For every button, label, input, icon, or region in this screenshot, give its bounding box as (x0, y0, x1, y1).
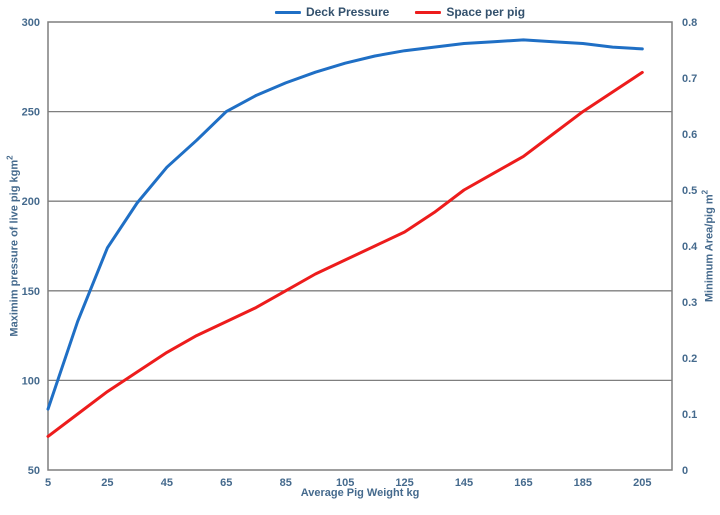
x-tick-label: 105 (336, 477, 354, 489)
x-tick-label: 125 (395, 477, 413, 489)
y-left-tick-label: 300 (22, 17, 40, 29)
space-per-pig-line-swatch (415, 10, 442, 14)
y-right-tick-label: 0.7 (682, 73, 697, 85)
plot-border (47, 21, 673, 471)
y-axis-title-right: Minimum Area/pig m2 (701, 190, 716, 302)
y-right-tick-label: 0.4 (682, 241, 698, 253)
x-tick-label: 165 (514, 477, 532, 489)
y-left-tick-label: 50 (28, 465, 40, 477)
deck-pressure-line-swatch (274, 10, 301, 14)
legend-label-space-per-pig: Space per pig (446, 5, 526, 19)
y-left-tick-label: 150 (22, 286, 40, 298)
legend-label-deck-pressure: Deck Pressure (305, 5, 390, 19)
y-left-tick-label: 200 (22, 196, 40, 208)
y-left-tick-label: 100 (22, 375, 40, 387)
space-per-pig-line (46, 70, 644, 438)
y-axis-title-left: Maximim pressure of live pig kgm2 (6, 155, 21, 336)
y-axis-title-left-sup: 2 (5, 155, 15, 160)
y-right-tick-label: 0.8 (682, 17, 697, 29)
y-right-tick-label: 0.6 (682, 129, 697, 141)
y-right-tick-label: 0.3 (682, 297, 697, 309)
y-axis-title-right-text: Minimum Area/pig m (703, 194, 716, 303)
y-axis-title-left-text: Maximim pressure of live pig kgm (8, 159, 21, 337)
legend-item-deck-pressure: Deck Pressure (274, 3, 390, 21)
y-right-tick-label: 0 (682, 465, 688, 477)
legend-item-space-per-pig: Space per pig (415, 3, 525, 21)
x-tick-label: 25 (101, 477, 113, 489)
x-tick-label: 185 (574, 477, 592, 489)
x-tick-label: 65 (220, 477, 232, 489)
x-axis-title-text: Average Pig Weight kg (300, 487, 420, 499)
y-right-tick-label: 0.2 (682, 353, 697, 365)
x-tick-label: 205 (633, 477, 651, 489)
deck-pressure-line (46, 38, 644, 411)
y-right-tick-label: 0.5 (682, 185, 697, 197)
y-axis-title-right-sup: 2 (700, 189, 710, 195)
x-tick-label: 5 (45, 477, 51, 489)
chart-legend: Deck Pressure Space per pig (274, 3, 525, 21)
x-tick-label: 45 (161, 477, 173, 489)
x-tick-label: 145 (455, 477, 473, 489)
x-axis-title: Average Pig Weight kg (301, 487, 420, 499)
y-left-tick-label: 250 (22, 107, 40, 119)
x-tick-label: 85 (280, 477, 292, 489)
y-right-tick-label: 0.1 (682, 409, 697, 421)
